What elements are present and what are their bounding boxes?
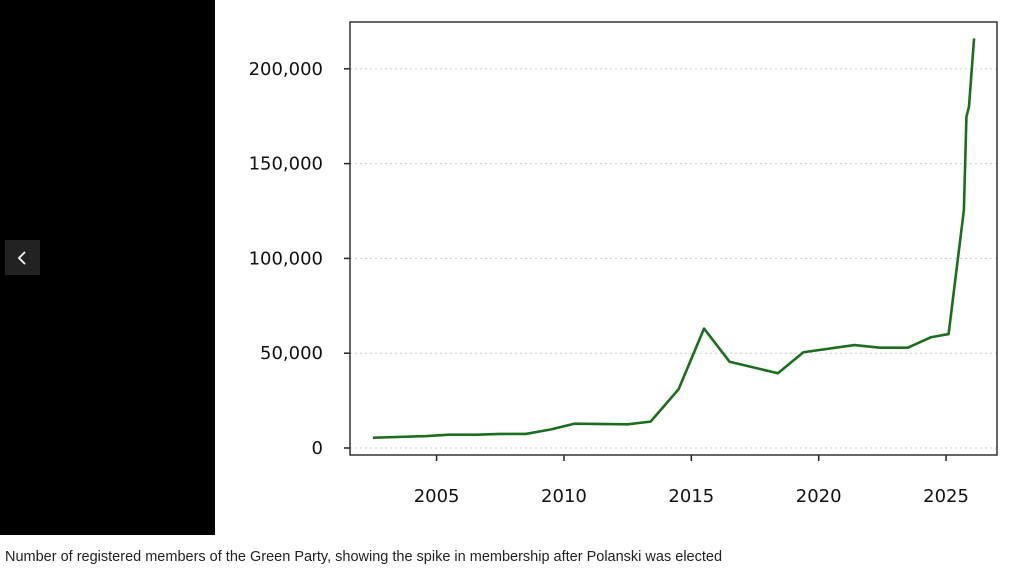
- gallery-dark-panel: [0, 0, 215, 535]
- x-tick-label: 2005: [414, 486, 460, 507]
- image-caption: Number of registered members of the Gree…: [5, 549, 723, 565]
- y-tick-label: 100,000: [249, 248, 323, 269]
- y-tick-label: 0: [312, 438, 323, 459]
- x-tick-label: 2020: [796, 486, 842, 507]
- membership-line-chart: 0 50,000 100,000 150,000 200,000 2005 2010 2015…: [249, 21, 998, 507]
- y-tick-label: 150,000: [249, 154, 323, 175]
- membership-series-line: [372, 38, 976, 440]
- x-tick-label: 2010: [541, 486, 587, 507]
- chevron-left-icon: [17, 250, 26, 265]
- y-tick-label: 200,000: [249, 59, 323, 80]
- x-tick-label: 2015: [668, 486, 714, 507]
- previous-image-button[interactable]: [5, 240, 40, 275]
- x-tick-label: 2025: [923, 486, 969, 507]
- y-tick-label: 50,000: [260, 343, 323, 364]
- plot-frame: [349, 21, 998, 456]
